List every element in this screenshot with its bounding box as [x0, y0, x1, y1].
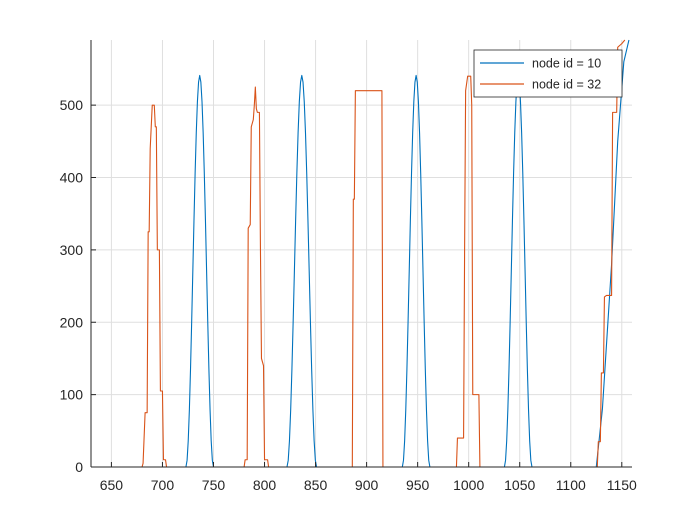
y-tick-label: 200: [60, 314, 84, 330]
y-axis-ticks: 0 100 200 300 400 500: [60, 97, 96, 475]
y-tick-label: 100: [60, 387, 84, 403]
x-tick-label: 1000: [453, 477, 484, 493]
x-tick-label: 1050: [504, 477, 535, 493]
x-axis-ticks: 650 700 750 800 850 900 950 1000 1050 1100 1150: [100, 462, 637, 493]
y-tick-label: 0: [75, 459, 83, 475]
x-tick-label: 750: [202, 477, 226, 493]
x-tick-label: 650: [100, 477, 124, 493]
x-tick-label: 1150: [607, 477, 637, 493]
axes: [90, 40, 632, 468]
legend-label-1: node id = 10: [532, 57, 601, 71]
y-tick-label: 400: [60, 170, 84, 186]
x-tick-label: 950: [406, 477, 430, 493]
x-tick-label: 700: [151, 477, 175, 493]
grid: [91, 40, 632, 468]
legend: node id = 10 node id = 32: [473, 49, 623, 98]
x-tick-label: 800: [253, 477, 277, 493]
y-tick-label: 500: [60, 97, 84, 113]
x-tick-label: 850: [304, 477, 328, 493]
legend-label-2: node id = 32: [532, 78, 601, 92]
series-line-2: [91, 39, 626, 468]
x-tick-label: 900: [355, 477, 379, 493]
y-tick-label: 300: [60, 242, 84, 258]
series-line-1: [91, 39, 630, 468]
x-tick-label: 1100: [556, 477, 586, 493]
legend-box: [473, 49, 623, 98]
series-group: [91, 39, 630, 468]
